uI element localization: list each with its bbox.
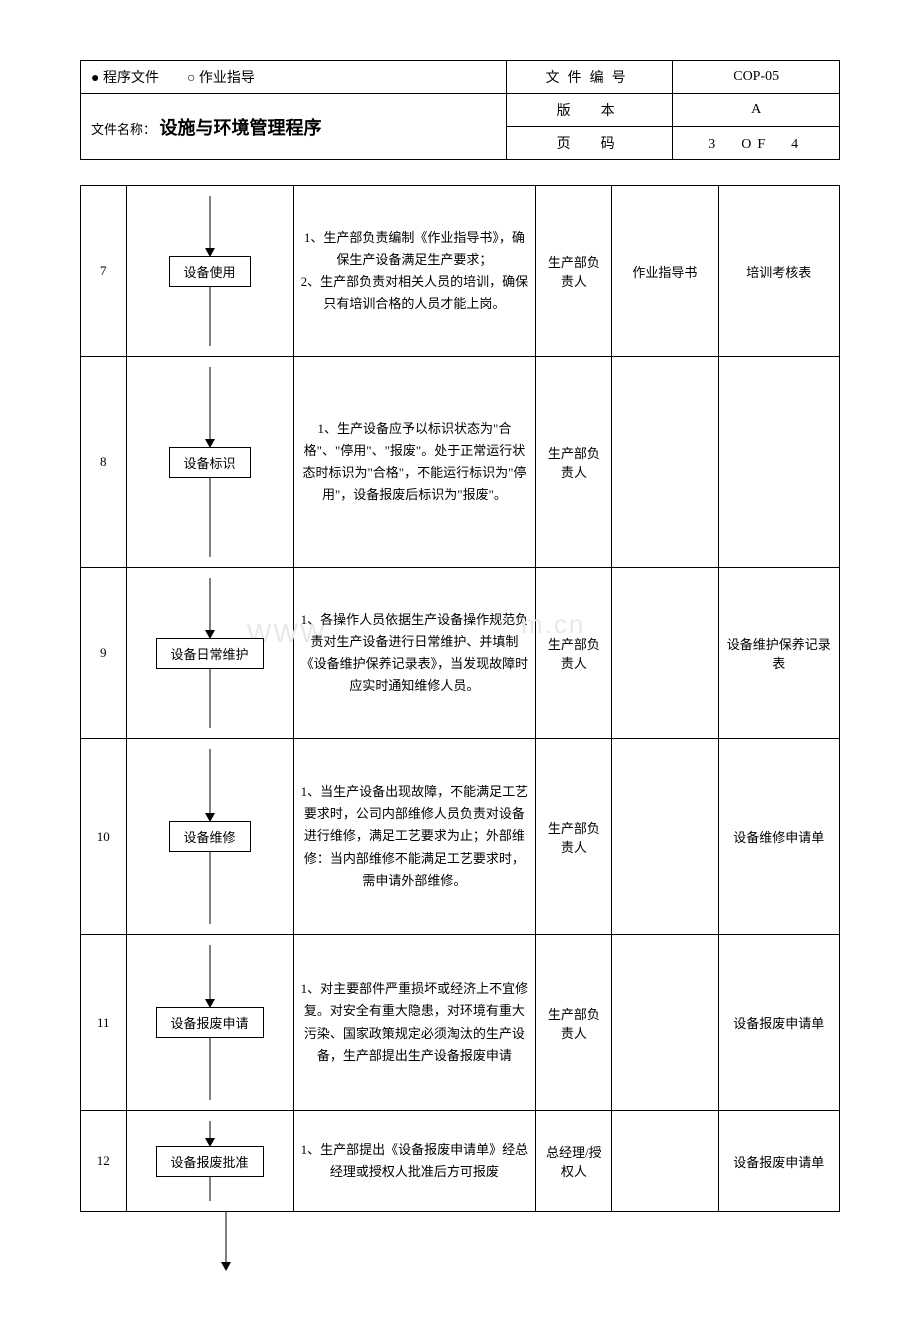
- flow-cell: 设备标识: [126, 357, 293, 568]
- reference-doc: [612, 935, 718, 1111]
- doc-number-value: COP-05: [673, 61, 840, 94]
- responsible: 生产部负责人: [536, 935, 612, 1111]
- step-description: 1、生产设备应予以标识状态为"合格"、"停用"、"报废"。处于正常运行状态时标识…: [293, 357, 536, 568]
- reference-doc: [612, 739, 718, 935]
- reference-doc: 作业指导书: [612, 186, 718, 357]
- step-description: 1、对主要部件严重损坏或经济上不宜修复。对安全有重大隐患，对环境有重大污染、国家…: [293, 935, 536, 1111]
- doc-type: ● 程序文件 ○ 作业指导: [81, 61, 507, 94]
- table-row: 8 设备标识 1、生产设备应予以标识状态为"合格"、"停用"、"报废"。处于正常运行…: [81, 357, 840, 568]
- step-description: 1、当生产设备出现故障，不能满足工艺要求时，公司内部维修人员负责对设备进行维修，…: [293, 739, 536, 935]
- reference-doc: [612, 568, 718, 739]
- step-description: 1、生产部提出《设备报废申请单》经总经理或授权人批准后方可报废: [293, 1111, 536, 1212]
- table-row: 11 设备报废申请 1、对主要部件严重损坏或经济上不宜修复。对安全有重大隐患，对环境…: [81, 935, 840, 1111]
- record: 设备维护保养记录表: [718, 568, 839, 739]
- doc-name-cell: 文件名称： 设施与环境管理程序: [81, 94, 507, 160]
- trailing-arrow: [80, 1212, 840, 1272]
- record: 设备报废申请单: [718, 1111, 839, 1212]
- flow-step-box: 设备报废申请: [156, 1007, 264, 1038]
- responsible: 生产部负责人: [536, 739, 612, 935]
- step-number: 8: [81, 357, 127, 568]
- table-row: 12 设备报废批准 1、生产部提出《设备报废申请单》经总经理或授权人批准后方可报废总…: [81, 1111, 840, 1212]
- doc-name-label: 文件名称：: [91, 122, 156, 137]
- flow-step-box: 设备标识: [169, 447, 251, 478]
- flow-step-box: 设备使用: [169, 256, 251, 287]
- document-header: ● 程序文件 ○ 作业指导 文件编号 COP-05 文件名称： 设施与环境管理程…: [80, 60, 840, 160]
- record: 设备报废申请单: [718, 935, 839, 1111]
- responsible: 生产部负责人: [536, 186, 612, 357]
- version-label: 版 本: [506, 94, 673, 127]
- table-row: 7 设备使用 1、生产部负责编制《作业指导书》，确保生产设备满足生产要求；2、生产部…: [81, 186, 840, 357]
- reference-doc: [612, 357, 718, 568]
- step-description: 1、各操作人员依据生产设备操作规范负责对生产设备进行日常维护、并填制《设备维护保…: [293, 568, 536, 739]
- step-number: 12: [81, 1111, 127, 1212]
- step-number: 9: [81, 568, 127, 739]
- responsible: 生产部负责人: [536, 357, 612, 568]
- responsible: 生产部负责人: [536, 568, 612, 739]
- table-row: 10 设备维修 1、当生产设备出现故障，不能满足工艺要求时，公司内部维修人员负责对设…: [81, 739, 840, 935]
- page-value: 3 OF 4: [673, 127, 840, 160]
- step-number: 10: [81, 739, 127, 935]
- record: 设备维修申请单: [718, 739, 839, 935]
- doc-name-value: 设施与环境管理程序: [160, 118, 322, 138]
- step-description: 1、生产部负责编制《作业指导书》，确保生产设备满足生产要求；2、生产部负责对相关…: [293, 186, 536, 357]
- flow-cell: 设备报废批准: [126, 1111, 293, 1212]
- record: 培训考核表: [718, 186, 839, 357]
- flow-cell: 设备报废申请: [126, 935, 293, 1111]
- step-number: 11: [81, 935, 127, 1111]
- flow-cell: 设备维修: [126, 739, 293, 935]
- flow-cell: 设备使用: [126, 186, 293, 357]
- flow-step-box: 设备报废批准: [156, 1146, 264, 1177]
- flow-step-box: 设备维修: [169, 821, 251, 852]
- step-number: 7: [81, 186, 127, 357]
- flow-cell: 设备日常维护WWW: [126, 568, 293, 739]
- responsible: 总经理/授权人: [536, 1111, 612, 1212]
- process-table: 7 设备使用 1、生产部负责编制《作业指导书》，确保生产设备满足生产要求；2、生产部…: [80, 185, 840, 1212]
- page-label: 页 码: [506, 127, 673, 160]
- record: [718, 357, 839, 568]
- version-value: A: [673, 94, 840, 127]
- table-row: 9设备日常维护WWW1、各操作人员依据生产设备操作规范负责对生产设备进行日常维护…: [81, 568, 840, 739]
- reference-doc: [612, 1111, 718, 1212]
- flow-step-box: 设备日常维护: [156, 638, 264, 669]
- doc-number-label: 文件编号: [506, 61, 673, 94]
